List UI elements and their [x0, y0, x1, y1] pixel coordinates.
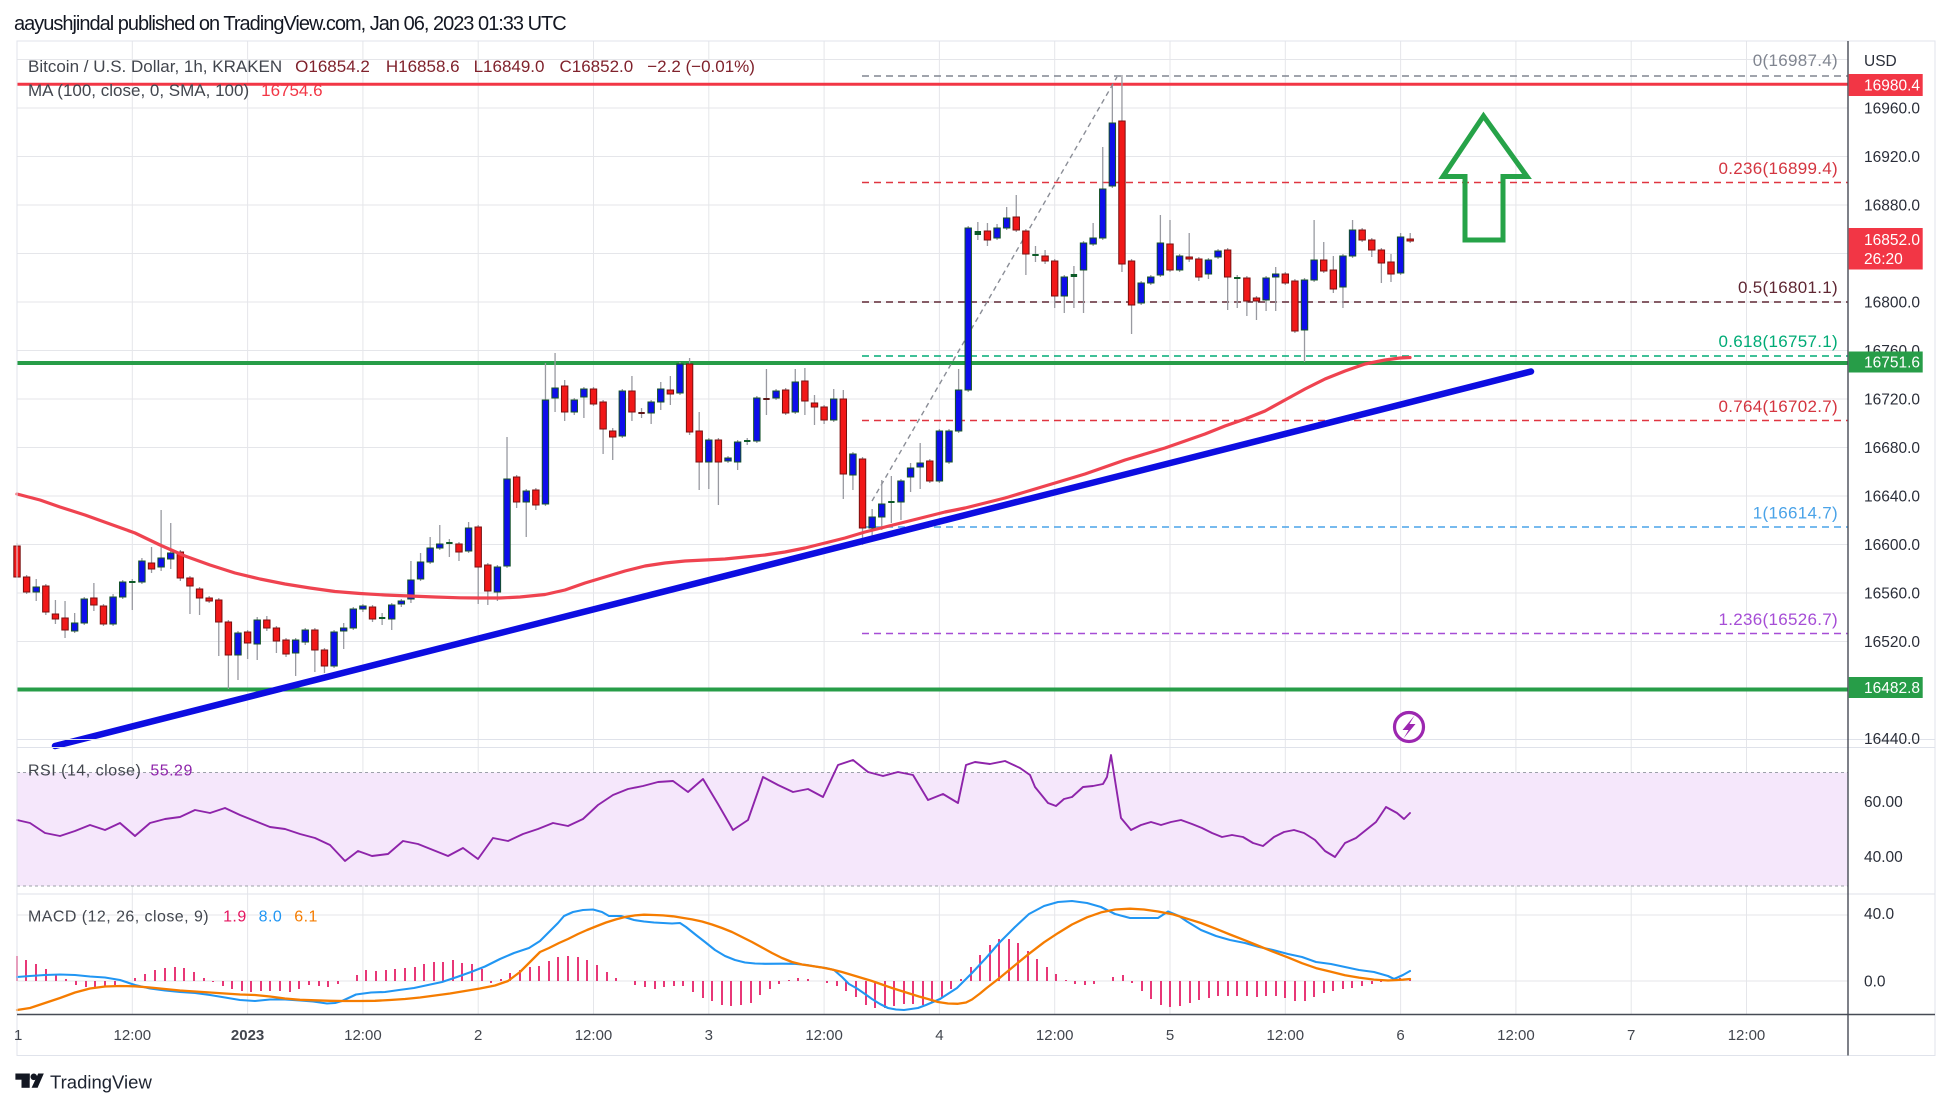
svg-text:12:00: 12:00: [1497, 1027, 1535, 1044]
svg-text:12:00: 12:00: [1036, 1027, 1074, 1044]
svg-text:1: 1: [14, 1027, 22, 1044]
svg-text:0.764(16702.7): 0.764(16702.7): [1718, 397, 1838, 416]
svg-text:16800.0: 16800.0: [1864, 295, 1920, 312]
svg-text:6: 6: [1396, 1027, 1404, 1044]
svg-text:40.0: 40.0: [1864, 906, 1895, 923]
svg-text:7: 7: [1627, 1027, 1635, 1044]
svg-text:0.0: 0.0: [1864, 974, 1886, 991]
svg-text:16482.8: 16482.8: [1864, 680, 1920, 697]
svg-text:16852.0: 16852.0: [1864, 232, 1920, 249]
svg-text:16751.6: 16751.6: [1864, 355, 1920, 372]
svg-text:16720.0: 16720.0: [1864, 392, 1920, 409]
svg-text:16640.0: 16640.0: [1864, 489, 1920, 506]
svg-text:2023: 2023: [231, 1027, 264, 1044]
svg-text:0.5(16801.1): 0.5(16801.1): [1738, 278, 1838, 297]
svg-text:MACD (12, 26, close, 9)1.98.06: MACD (12, 26, close, 9) 1.9 8.0 6.1: [28, 909, 318, 926]
svg-text:Bitcoin / U.S. Dollar, 1h, KRA: Bitcoin / U.S. Dollar, 1h, KRAKEN O16854.…: [28, 57, 755, 76]
svg-text:16560.0: 16560.0: [1864, 586, 1920, 603]
svg-text:16520.0: 16520.0: [1864, 634, 1920, 651]
svg-text:16880.0: 16880.0: [1864, 198, 1920, 215]
svg-text:16980.4: 16980.4: [1864, 78, 1920, 95]
svg-text:2: 2: [474, 1027, 482, 1044]
svg-text:0(16987.4): 0(16987.4): [1753, 51, 1838, 70]
svg-text:12:00: 12:00: [1728, 1027, 1766, 1044]
svg-text:60.00: 60.00: [1864, 794, 1903, 811]
svg-text:1(16614.7): 1(16614.7): [1753, 504, 1838, 523]
svg-text:12:00: 12:00: [114, 1027, 152, 1044]
svg-text:0.618(16757.1): 0.618(16757.1): [1718, 332, 1838, 351]
svg-text:3: 3: [705, 1027, 713, 1044]
svg-text:USD: USD: [1864, 53, 1897, 70]
svg-text:16600.0: 16600.0: [1864, 537, 1920, 554]
svg-text:12:00: 12:00: [805, 1027, 843, 1044]
svg-text:MA (100, close, 0, SMA, 100)16: MA (100, close, 0, SMA, 100) 16754.6: [28, 81, 323, 100]
svg-text:16960.0: 16960.0: [1864, 101, 1920, 118]
svg-text:aayushjindal published on Trad: aayushjindal published on TradingView.co…: [14, 13, 566, 35]
svg-text:12:00: 12:00: [344, 1027, 382, 1044]
svg-text:16680.0: 16680.0: [1864, 440, 1920, 457]
svg-text:12:00: 12:00: [575, 1027, 613, 1044]
svg-text:12:00: 12:00: [1267, 1027, 1305, 1044]
svg-text:5: 5: [1166, 1027, 1174, 1044]
svg-text:1.236(16526.7): 1.236(16526.7): [1718, 610, 1838, 629]
svg-text:16440.0: 16440.0: [1864, 731, 1920, 748]
svg-text:TradingView: TradingView: [50, 1072, 152, 1093]
svg-text:4: 4: [935, 1027, 943, 1044]
svg-text:RSI (14, close)55.29: RSI (14, close) 55.29: [28, 763, 193, 780]
svg-text:0.236(16899.4): 0.236(16899.4): [1718, 159, 1838, 178]
svg-text:26:20: 26:20: [1864, 251, 1903, 268]
svg-text:40.00: 40.00: [1864, 849, 1903, 866]
svg-text:16920.0: 16920.0: [1864, 149, 1920, 166]
